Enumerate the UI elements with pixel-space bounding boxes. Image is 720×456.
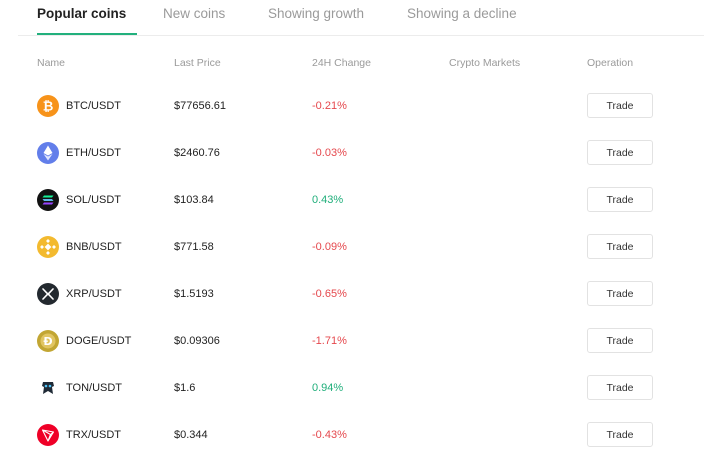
change-24h: -0.09% bbox=[312, 241, 347, 253]
table-row[interactable]: TRX/USDT $0.344 -0.43% Trade bbox=[0, 411, 720, 456]
table-row[interactable]: ₿ BTC/USDT $77656.61 -0.21% Trade bbox=[0, 82, 720, 129]
change-24h: -0.21% bbox=[312, 100, 347, 112]
trade-button[interactable]: Trade bbox=[587, 328, 653, 353]
table-row[interactable]: BNB/USDT $771.58 -0.09% Trade bbox=[0, 223, 720, 270]
bnb-icon bbox=[37, 236, 59, 258]
pair-name: XRP/USDT bbox=[66, 288, 122, 300]
trade-button[interactable]: Trade bbox=[587, 375, 653, 400]
tron-icon bbox=[37, 424, 59, 446]
table-row[interactable]: SOL/USDT $103.84 0.43% Trade bbox=[0, 176, 720, 223]
table-row[interactable]: TON/USDT $1.6 0.94% Trade bbox=[0, 364, 720, 411]
trade-button[interactable]: Trade bbox=[587, 140, 653, 165]
dogecoin-icon: Ð bbox=[37, 330, 59, 352]
ethereum-icon bbox=[37, 142, 59, 164]
trade-button[interactable]: Trade bbox=[587, 281, 653, 306]
svg-text:₿: ₿ bbox=[43, 100, 54, 115]
bitcoin-icon: ₿ bbox=[37, 95, 59, 117]
trade-button[interactable]: Trade bbox=[587, 234, 653, 259]
change-24h: -0.43% bbox=[312, 429, 347, 441]
tab-popular-coins[interactable]: Popular coins bbox=[37, 6, 127, 21]
pair-name: DOGE/USDT bbox=[66, 335, 132, 347]
last-price: $103.84 bbox=[174, 194, 214, 206]
column-header-operation: Operation bbox=[587, 57, 634, 69]
table-row[interactable]: ETH/USDT $2460.76 -0.03% Trade bbox=[0, 129, 720, 176]
last-price: $1.6 bbox=[174, 382, 196, 394]
trade-button[interactable]: Trade bbox=[587, 93, 653, 118]
column-header-crypto-markets: Crypto Markets bbox=[449, 57, 521, 69]
table-row[interactable]: XRP/USDT $1.5193 -0.65% Trade bbox=[0, 270, 720, 317]
change-24h: -1.71% bbox=[312, 335, 347, 347]
tab-showing-decline[interactable]: Showing a decline bbox=[407, 6, 517, 21]
change-24h: -0.65% bbox=[312, 288, 347, 300]
last-price: $0.344 bbox=[174, 429, 208, 441]
trade-button[interactable]: Trade bbox=[587, 187, 653, 212]
pair-name: TON/USDT bbox=[66, 382, 123, 394]
last-price: $771.58 bbox=[174, 241, 214, 253]
toncoin-icon bbox=[37, 377, 59, 399]
pair-name: TRX/USDT bbox=[66, 429, 121, 441]
pair-name: SOL/USDT bbox=[66, 194, 122, 206]
coin-tabs: Popular coins New coins Showing growth S… bbox=[18, 0, 704, 36]
last-price: $77656.61 bbox=[174, 100, 226, 112]
change-24h: 0.94% bbox=[312, 382, 344, 394]
table-row[interactable]: Ð DOGE/USDT $0.09306 -1.71% Trade bbox=[0, 317, 720, 364]
last-price: $2460.76 bbox=[174, 147, 220, 159]
tab-new-coins[interactable]: New coins bbox=[163, 6, 226, 21]
pair-name: BTC/USDT bbox=[66, 100, 121, 112]
change-24h: -0.03% bbox=[312, 147, 347, 159]
svg-text:Ð: Ð bbox=[43, 335, 52, 348]
last-price: $0.09306 bbox=[174, 335, 220, 347]
last-price: $1.5193 bbox=[174, 288, 214, 300]
tab-showing-growth[interactable]: Showing growth bbox=[268, 6, 365, 21]
trade-button[interactable]: Trade bbox=[587, 422, 653, 447]
change-24h: 0.43% bbox=[312, 194, 344, 206]
pair-name: BNB/USDT bbox=[66, 241, 122, 253]
column-header-last-price: Last Price bbox=[174, 57, 221, 69]
active-tab-indicator bbox=[37, 33, 137, 35]
column-header-24h-change: 24H Change bbox=[312, 57, 371, 69]
xrp-icon bbox=[37, 283, 59, 305]
pair-name: ETH/USDT bbox=[66, 147, 121, 159]
solana-icon bbox=[37, 189, 59, 211]
column-header-name: Name bbox=[37, 57, 66, 69]
